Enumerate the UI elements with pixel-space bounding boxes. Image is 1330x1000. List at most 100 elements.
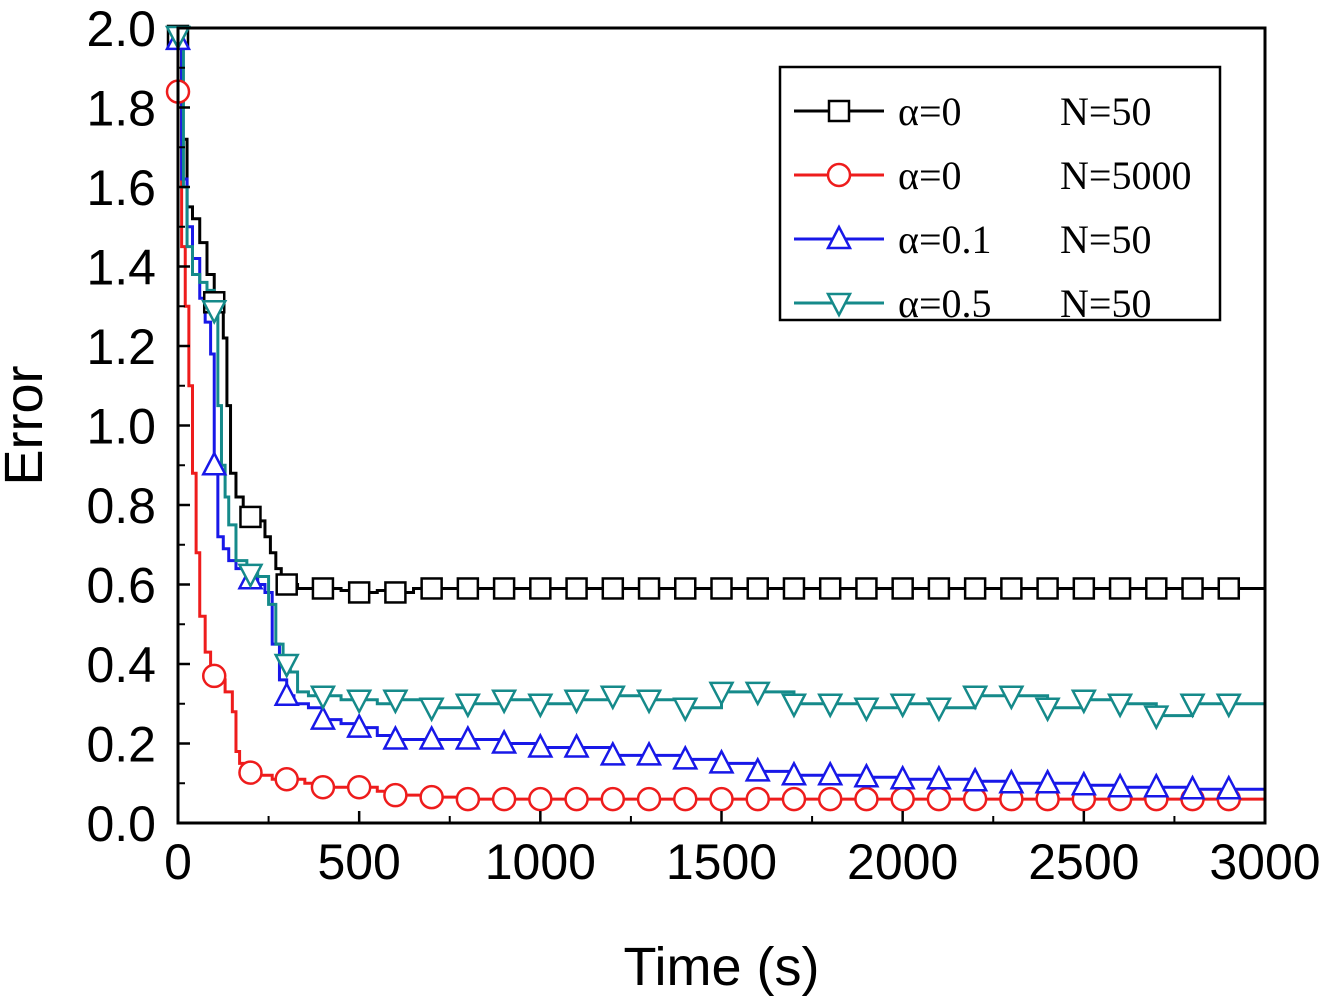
series-3-marker — [780, 760, 808, 786]
series-4-marker — [309, 685, 336, 711]
series-1-marker — [420, 577, 443, 600]
series-2-marker — [528, 786, 553, 812]
x-tick-label: 2500 — [1028, 834, 1139, 890]
series-1-marker — [782, 577, 806, 600]
series-2-marker — [201, 663, 227, 689]
series-4-marker — [1107, 693, 1134, 719]
series-3-marker — [672, 744, 699, 770]
y-tick-label: 0.8 — [86, 478, 156, 534]
series-2-marker — [238, 760, 263, 785]
x-tick-label: 1000 — [485, 834, 596, 890]
series-3-marker — [925, 764, 952, 790]
series-2-marker — [673, 786, 698, 812]
series-2-marker — [491, 786, 517, 812]
series-3-marker — [491, 728, 518, 754]
series-3-marker — [708, 748, 735, 774]
series-4-marker — [563, 689, 590, 715]
series-3-marker — [201, 450, 228, 476]
series-3-marker — [744, 756, 771, 782]
series-2-marker — [890, 786, 915, 812]
series-4-marker — [817, 693, 844, 719]
y-tick-label: 0.2 — [86, 717, 156, 773]
series-3-marker — [418, 724, 445, 750]
series-1-marker — [529, 577, 552, 600]
legend-box — [778, 65, 1222, 322]
series-3-marker — [1034, 768, 1061, 794]
series-3-marker — [635, 740, 663, 766]
series-3-marker — [527, 732, 554, 758]
series-1-marker — [565, 577, 588, 600]
series-2-marker — [310, 774, 336, 800]
y-tick-label: 1.4 — [86, 240, 156, 296]
marker-layer — [164, 24, 1242, 812]
legend: α=0 N=50 α=0 N=5000 α=0.1 N=50 α=0.5 N=50 — [778, 65, 1222, 326]
series-1-marker — [1108, 577, 1132, 600]
series-1-marker — [674, 577, 697, 600]
series-1-marker — [1181, 577, 1204, 600]
series-3-marker — [998, 768, 1025, 794]
series-3-marker — [346, 712, 373, 738]
legend-marker — [825, 224, 853, 250]
series-4-marker — [527, 693, 554, 719]
legend-param: N=5000 — [1060, 153, 1191, 198]
series-3-marker — [1215, 774, 1242, 800]
series-4-marker — [201, 299, 228, 325]
series-4-marker — [853, 697, 880, 723]
x-tick-label: 3000 — [1209, 834, 1320, 890]
series-1-marker — [311, 577, 335, 600]
series-2-marker — [926, 786, 952, 812]
series-1-marker — [456, 577, 480, 600]
series-4-marker — [635, 689, 663, 715]
y-tick-label: 1.8 — [86, 81, 156, 137]
series-2-marker — [419, 784, 444, 810]
legend-param: N=50 — [1060, 281, 1151, 326]
y-axis-title: Error — [0, 365, 54, 485]
series-1-marker — [347, 581, 371, 604]
series-1-marker — [1145, 577, 1168, 600]
series-3-marker — [382, 724, 409, 750]
legend-label: α=0.5 — [898, 281, 992, 326]
legend-marker — [827, 99, 851, 123]
series-4-marker — [1215, 693, 1242, 719]
x-tick-label: 1500 — [666, 834, 777, 890]
series-2-marker — [636, 786, 662, 812]
series-3-marker — [599, 740, 626, 766]
legend-marker — [826, 162, 852, 188]
series-1-marker — [927, 577, 951, 600]
series-4-marker — [889, 693, 916, 719]
legend-param: N=50 — [1060, 217, 1151, 262]
series-4-marker — [962, 685, 989, 711]
series-1-marker — [637, 577, 661, 600]
series-1-marker — [963, 577, 987, 600]
series-4-marker — [672, 697, 699, 723]
series-3-marker — [853, 762, 880, 788]
y-tick-label: 0.4 — [86, 637, 156, 693]
series-4-marker — [780, 693, 808, 719]
series-1-marker — [746, 577, 769, 600]
series-2-marker — [346, 774, 372, 800]
series-1-marker — [818, 577, 842, 600]
series-3-marker — [563, 732, 590, 758]
series-4-marker — [599, 685, 626, 711]
series-1-marker — [891, 577, 914, 600]
series-3-marker — [962, 766, 989, 792]
x-tick-label: 500 — [317, 834, 400, 890]
series-4-marker — [708, 681, 735, 707]
series-4-marker — [925, 697, 952, 723]
series-3-marker — [889, 764, 916, 790]
series-1-marker — [1000, 577, 1023, 600]
legend-param: N=50 — [1060, 89, 1151, 134]
series-3-marker — [1107, 772, 1134, 798]
series-1-marker — [601, 577, 625, 600]
series-2-marker — [600, 786, 626, 812]
series-1-marker — [239, 505, 262, 529]
series-2-marker — [455, 786, 481, 812]
series-2-marker — [745, 786, 770, 812]
series-4-marker — [454, 693, 481, 719]
series-4-marker — [744, 681, 771, 707]
x-axis-title: Time (s) — [624, 937, 820, 997]
series-4-marker — [491, 689, 518, 715]
series-1-marker — [384, 581, 407, 604]
y-tick-label: 0.6 — [86, 558, 156, 614]
